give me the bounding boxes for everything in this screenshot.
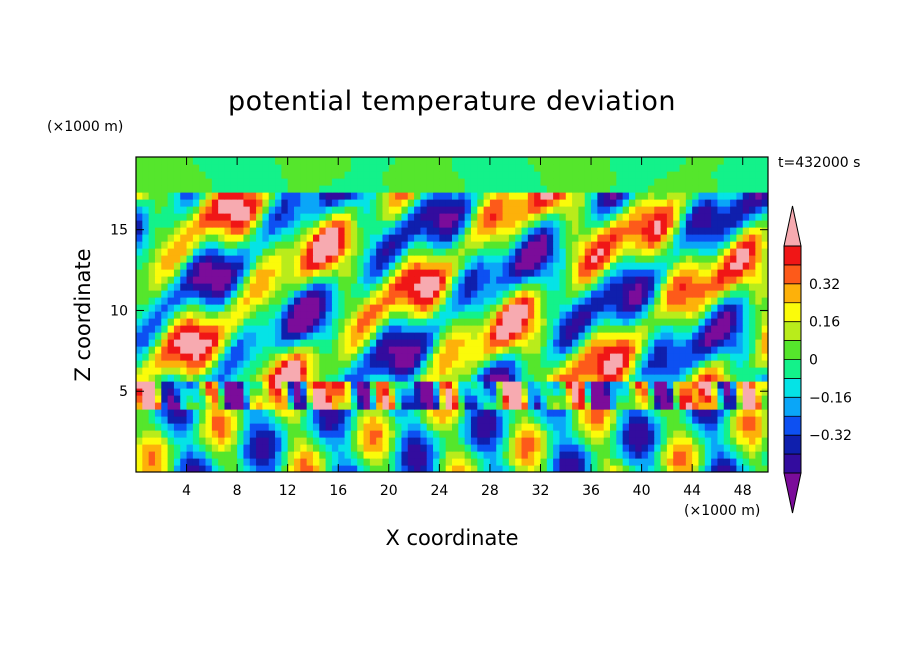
colorbar-tick-label: −0.32 <box>809 428 852 444</box>
y-tick-label: 5 <box>119 384 128 400</box>
x-tick-label: 28 <box>481 483 499 499</box>
y-axis-ticks: 5 10 15 <box>110 223 768 400</box>
y-tick-label: 15 <box>110 223 128 239</box>
x-tick-label: 12 <box>279 483 297 499</box>
colorbar-band <box>784 454 801 474</box>
chart-title: potential temperature deviation <box>228 86 676 117</box>
colorbar-band <box>784 283 801 304</box>
colorbar-band <box>784 302 801 322</box>
colorbar-tick-label: 0 <box>809 353 818 369</box>
x-tick-label: 24 <box>430 483 448 499</box>
colorbar-band <box>784 435 801 455</box>
contour-field <box>136 157 768 472</box>
y-axis-label: Z coordinate <box>71 248 95 382</box>
x-axis-ticks: 4 8 12 16 20 24 28 32 36 40 44 48 <box>182 157 752 499</box>
x-tick-label: 16 <box>329 483 347 499</box>
x-tick-label: 8 <box>233 483 242 499</box>
colorbar-band <box>784 359 801 379</box>
colorbar-tick-label: −0.16 <box>809 390 852 406</box>
x-tick-label: 36 <box>582 483 600 499</box>
colorbar-band <box>784 397 801 417</box>
colorbar: 0.32 0.16 0 −0.16 −0.32 <box>783 205 852 514</box>
colorbar-tick-label: 0.32 <box>809 277 840 293</box>
colorbar-frame <box>783 245 802 474</box>
x-tick-label: 44 <box>683 483 701 499</box>
x-axis-unit: (×1000 m) <box>684 503 761 519</box>
x-tick-label: 32 <box>532 483 550 499</box>
colorbar-band <box>784 340 801 360</box>
x-tick-label: 4 <box>182 483 191 499</box>
x-tick-label: 40 <box>633 483 651 499</box>
colorbar-band <box>784 378 801 398</box>
x-axis-label: X coordinate <box>385 526 519 550</box>
colorbar-band <box>784 416 801 436</box>
plot-frame <box>135 156 769 473</box>
y-tick-label: 10 <box>110 303 128 319</box>
colorbar-band <box>784 321 801 341</box>
x-tick-label: 20 <box>380 483 398 499</box>
time-label: t=432000 s <box>778 155 861 171</box>
x-tick-label: 48 <box>734 483 752 499</box>
colorbar-band <box>784 264 801 285</box>
colorbar-extend-high <box>783 205 802 247</box>
colorbar-band <box>784 246 801 266</box>
colorbar-tick-label: 0.16 <box>809 315 840 331</box>
colorbar-extend-low <box>783 472 802 514</box>
y-axis-unit: (×1000 m) <box>47 119 124 135</box>
